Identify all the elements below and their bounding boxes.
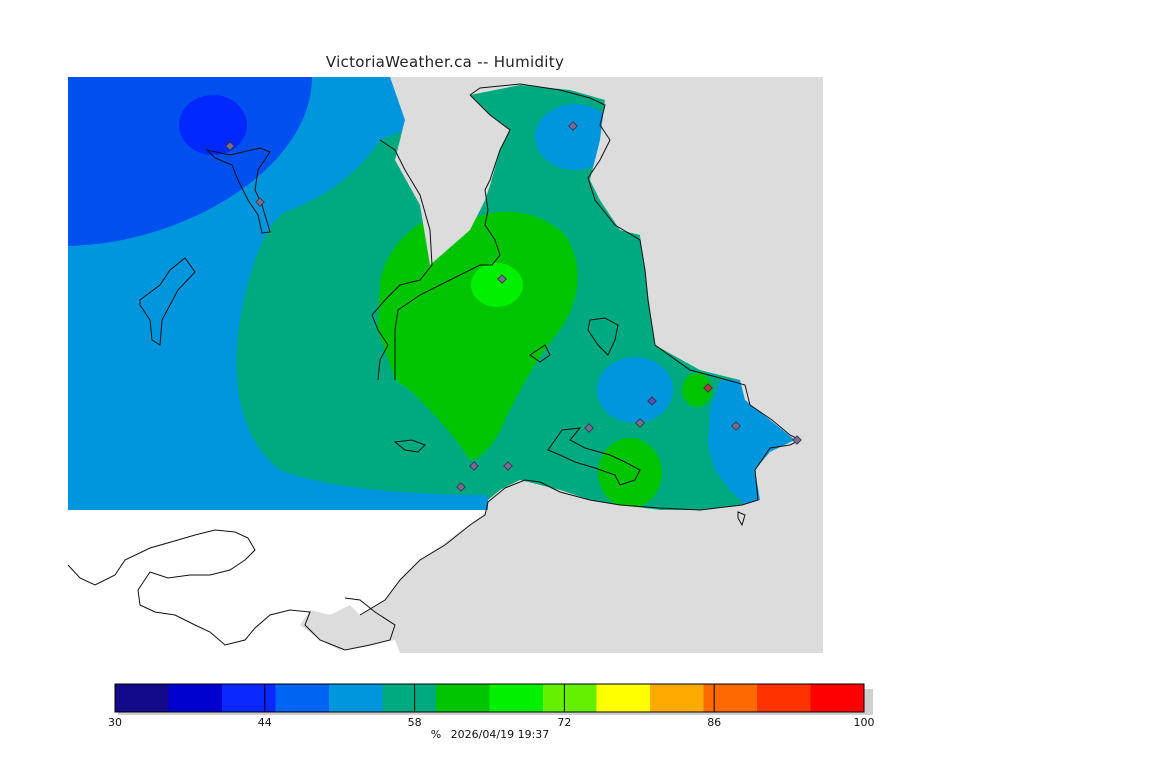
station-marker (497, 274, 507, 284)
legend-border (114, 683, 865, 713)
field-high (471, 263, 523, 307)
station-marker (225, 141, 235, 151)
station-markers (225, 121, 802, 492)
field-mid (236, 130, 488, 495)
legend-tick-label: 86 (707, 716, 721, 729)
legend-swatch (650, 684, 704, 712)
station-marker (584, 423, 594, 433)
legend-tick-label: 100 (854, 716, 875, 729)
legend-tick-label: 72 (557, 716, 571, 729)
legend-swatch (275, 684, 330, 712)
station-marker (503, 461, 513, 471)
station-marker (255, 197, 265, 207)
legend-labels: 30 44 58 72 86 100 (108, 716, 875, 729)
station-marker (792, 435, 802, 445)
legend-swatch (543, 684, 597, 712)
field-low (68, 77, 312, 246)
legend-swatch (703, 684, 758, 712)
legend-swatch (810, 684, 865, 712)
legend-timestamp: 2026/04/19 19:37 (450, 728, 550, 741)
legend-swatch (382, 684, 437, 712)
legend-swatches (115, 684, 865, 712)
map-title: VictoriaWeather.ca -- Humidity (325, 53, 565, 71)
legend-tick-label: 30 (108, 716, 122, 729)
legend-swatch (115, 684, 169, 712)
field-mid-low-oakbay (708, 380, 795, 505)
legend-footer: % 2026/04/19 19:37 (0, 728, 980, 741)
legend-unit: % (430, 728, 442, 741)
legend-swatch (168, 684, 223, 712)
land-east-right (395, 77, 823, 653)
land-east-water (395, 77, 510, 265)
legend-swatch (489, 684, 544, 712)
field-mid-low-north (535, 104, 615, 170)
legend-tick-label: 44 (258, 716, 272, 729)
legend-swatch (757, 684, 811, 712)
legend-tick-label: 58 (408, 716, 422, 729)
station-marker (647, 396, 657, 406)
legend-swatch (329, 684, 383, 712)
station-marker (469, 461, 479, 471)
field-mid-low-center (597, 357, 673, 423)
legend-swatch (222, 684, 276, 712)
legend-swatch (596, 684, 651, 712)
station-marker (456, 482, 466, 492)
legend-swatch (436, 684, 490, 712)
station-marker (568, 121, 578, 131)
legend-ticks (264, 684, 715, 712)
station-marker (635, 418, 645, 428)
station-marker (703, 383, 713, 393)
station-marker (731, 421, 741, 431)
field-mid-high (378, 211, 578, 460)
field-very-low (179, 95, 247, 155)
field-mid-high-east (682, 373, 712, 407)
lower-water (68, 510, 488, 653)
field-mid-high-south (598, 438, 662, 508)
